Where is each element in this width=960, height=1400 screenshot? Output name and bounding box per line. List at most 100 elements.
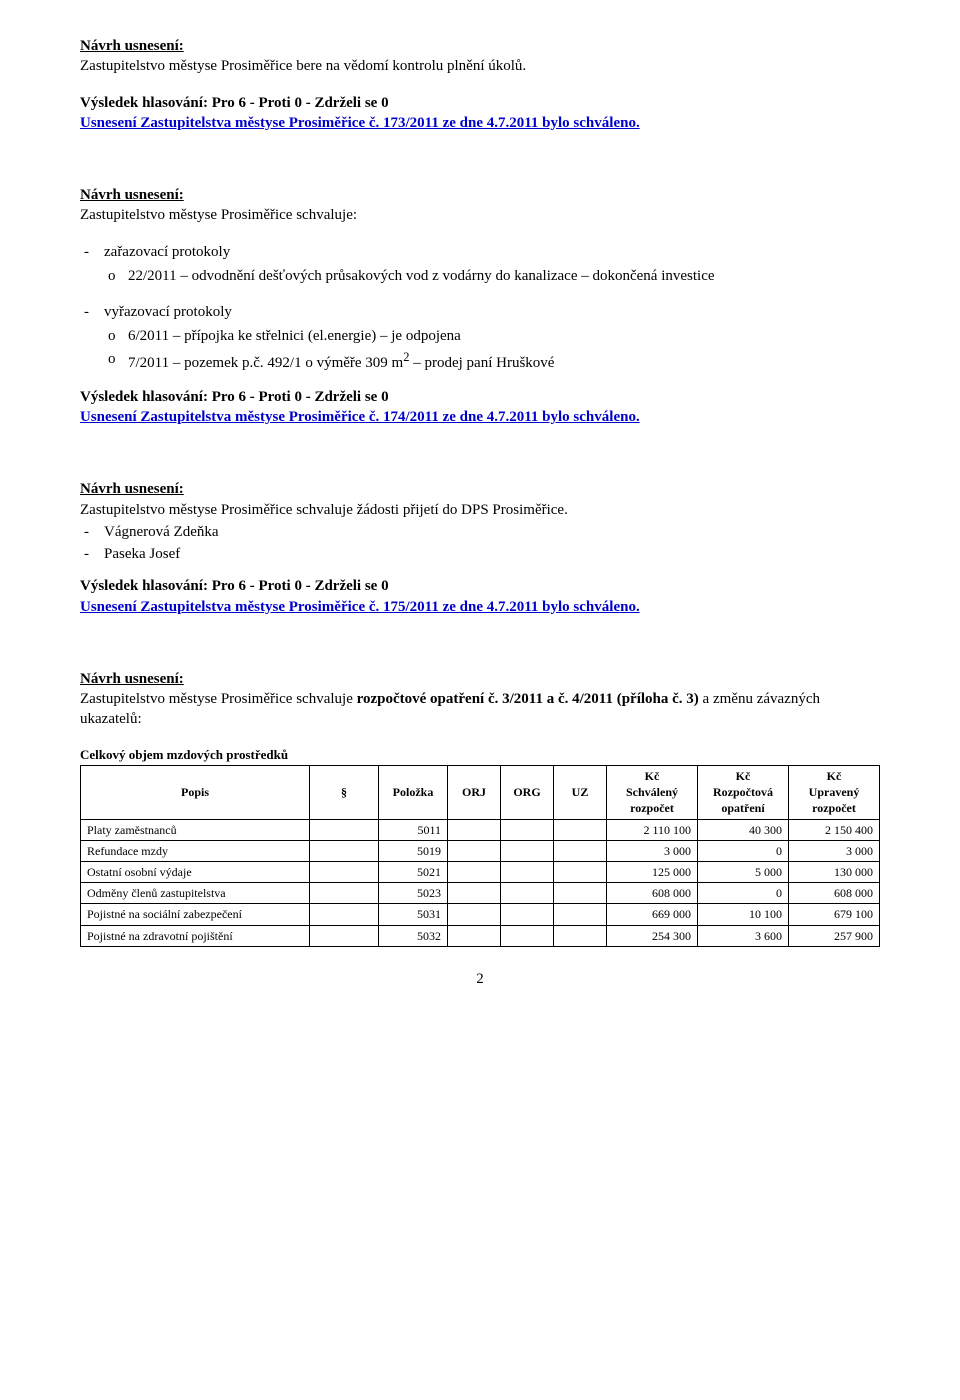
col-kc-upraveny: Kč Upravený rozpočet bbox=[789, 766, 880, 820]
col-uz: UZ bbox=[554, 766, 607, 820]
cell-org bbox=[501, 819, 554, 840]
cell-orj bbox=[448, 861, 501, 882]
cell-orj bbox=[448, 925, 501, 946]
cell-uz bbox=[554, 840, 607, 861]
cell-uz bbox=[554, 819, 607, 840]
cell-opatreni: 0 bbox=[698, 883, 789, 904]
cell-uz bbox=[554, 883, 607, 904]
list-item: Vágnerová Zdeňka bbox=[80, 522, 880, 542]
header-line: Schválený bbox=[626, 785, 678, 799]
cell-org bbox=[501, 861, 554, 882]
cell-opatreni: 5 000 bbox=[698, 861, 789, 882]
list-group: Vágnerová Zdeňka Paseka Josef bbox=[80, 522, 880, 565]
budget-table: Popis § Položka ORJ ORG UZ Kč Schválený … bbox=[80, 765, 880, 947]
table-caption: Celkový objem mzdových prostředků bbox=[80, 746, 880, 764]
table-body: Platy zaměstnanců 5011 2 110 100 40 300 … bbox=[81, 819, 880, 946]
cell-desc: Pojistné na sociální zabezpečení bbox=[81, 904, 310, 925]
cell-schvaleny: 125 000 bbox=[607, 861, 698, 882]
cell-polozka: 5031 bbox=[379, 904, 448, 925]
cell-polozka: 5011 bbox=[379, 819, 448, 840]
list-item: 6/2011 – přípojka ke střelnici (el.energ… bbox=[80, 326, 880, 346]
cell-uz bbox=[554, 861, 607, 882]
cell-orj bbox=[448, 904, 501, 925]
cell-upraveny: 679 100 bbox=[789, 904, 880, 925]
cell-upraveny: 257 900 bbox=[789, 925, 880, 946]
col-paragraf: § bbox=[310, 766, 379, 820]
proposal-text: Zastupitelstvo městyse Prosiměřice bere … bbox=[80, 56, 880, 76]
cell-polozka: 5019 bbox=[379, 840, 448, 861]
header-line: Kč bbox=[827, 769, 842, 783]
resolution-line: Usnesení Zastupitelstva městyse Prosiměř… bbox=[80, 113, 880, 133]
col-kc-schvaleny: Kč Schválený rozpočet bbox=[607, 766, 698, 820]
cell-schvaleny: 2 110 100 bbox=[607, 819, 698, 840]
cell-desc: Pojistné na zdravotní pojištění bbox=[81, 925, 310, 946]
cell-polozka: 5032 bbox=[379, 925, 448, 946]
cell-upraveny: 608 000 bbox=[789, 883, 880, 904]
text-fragment: 7/2011 – pozemek p.č. 492/1 o výměře 309… bbox=[128, 355, 403, 371]
proposal-text: Zastupitelstvo městyse Prosiměřice schva… bbox=[80, 500, 880, 520]
header-line: opatření bbox=[721, 801, 764, 815]
cell-org bbox=[501, 925, 554, 946]
cell-org bbox=[501, 883, 554, 904]
cell-paragraf bbox=[310, 883, 379, 904]
table-row: Ostatní osobní výdaje 5021 125 000 5 000… bbox=[81, 861, 880, 882]
header-line: Upravený bbox=[809, 785, 860, 799]
cell-desc: Ostatní osobní výdaje bbox=[81, 861, 310, 882]
proposal-heading: Návrh usnesení: bbox=[80, 479, 880, 499]
cell-schvaleny: 3 000 bbox=[607, 840, 698, 861]
list-item: zařazovací protokoly bbox=[80, 242, 880, 262]
cell-schvaleny: 254 300 bbox=[607, 925, 698, 946]
proposal-text: Zastupitelstvo městyse Prosiměřice schva… bbox=[80, 689, 880, 730]
cell-opatreni: 10 100 bbox=[698, 904, 789, 925]
cell-org bbox=[501, 840, 554, 861]
resolution-line: Usnesení Zastupitelstva městyse Prosiměř… bbox=[80, 597, 880, 617]
cell-uz bbox=[554, 925, 607, 946]
text-fragment-bold: rozpočtové opatření č. 3/2011 a č. 4/201… bbox=[357, 691, 699, 707]
cell-org bbox=[501, 904, 554, 925]
header-line: rozpočet bbox=[630, 801, 674, 815]
table-row: Pojistné na zdravotní pojištění 5032 254… bbox=[81, 925, 880, 946]
table-row: Platy zaměstnanců 5011 2 110 100 40 300 … bbox=[81, 819, 880, 840]
col-popis: Popis bbox=[81, 766, 310, 820]
proposal-heading: Návrh usnesení: bbox=[80, 36, 880, 56]
col-org: ORG bbox=[501, 766, 554, 820]
vote-result: Výsledek hlasování: Pro 6 - Proti 0 - Zd… bbox=[80, 93, 880, 113]
list-subgroup: 6/2011 – přípojka ke střelnici (el.energ… bbox=[80, 326, 880, 373]
list-item: 22/2011 – odvodnění dešťových průsakovýc… bbox=[80, 266, 880, 286]
proposal-heading: Návrh usnesení: bbox=[80, 669, 880, 689]
table-header-row: Popis § Položka ORJ ORG UZ Kč Schválený … bbox=[81, 766, 880, 820]
header-line: Rozpočtová bbox=[713, 785, 773, 799]
cell-upraveny: 2 150 400 bbox=[789, 819, 880, 840]
text-fragment: – prodej paní Hruškové bbox=[409, 355, 554, 371]
cell-orj bbox=[448, 819, 501, 840]
cell-uz bbox=[554, 904, 607, 925]
cell-opatreni: 40 300 bbox=[698, 819, 789, 840]
list-item: vyřazovací protokoly bbox=[80, 302, 880, 322]
table-row: Pojistné na sociální zabezpečení 5031 66… bbox=[81, 904, 880, 925]
col-orj: ORJ bbox=[448, 766, 501, 820]
header-line: Kč bbox=[736, 769, 751, 783]
cell-orj bbox=[448, 840, 501, 861]
cell-upraveny: 3 000 bbox=[789, 840, 880, 861]
col-kc-opatreni: Kč Rozpočtová opatření bbox=[698, 766, 789, 820]
resolution-line: Usnesení Zastupitelstva městyse Prosiměř… bbox=[80, 407, 880, 427]
table-row: Refundace mzdy 5019 3 000 0 3 000 bbox=[81, 840, 880, 861]
vote-result: Výsledek hlasování: Pro 6 - Proti 0 - Zd… bbox=[80, 576, 880, 596]
list-item: 7/2011 – pozemek p.č. 492/1 o výměře 309… bbox=[80, 349, 880, 373]
header-line: Kč bbox=[645, 769, 660, 783]
cell-desc: Refundace mzdy bbox=[81, 840, 310, 861]
vote-result: Výsledek hlasování: Pro 6 - Proti 0 - Zd… bbox=[80, 387, 880, 407]
cell-polozka: 5021 bbox=[379, 861, 448, 882]
cell-upraveny: 130 000 bbox=[789, 861, 880, 882]
cell-paragraf bbox=[310, 904, 379, 925]
cell-schvaleny: 608 000 bbox=[607, 883, 698, 904]
list-item: Paseka Josef bbox=[80, 544, 880, 564]
cell-desc: Platy zaměstnanců bbox=[81, 819, 310, 840]
page-number: 2 bbox=[80, 969, 880, 989]
cell-opatreni: 0 bbox=[698, 840, 789, 861]
cell-paragraf bbox=[310, 819, 379, 840]
cell-desc: Odměny členů zastupitelstva bbox=[81, 883, 310, 904]
cell-polozka: 5023 bbox=[379, 883, 448, 904]
proposal-text: Zastupitelstvo městyse Prosiměřice schva… bbox=[80, 205, 880, 225]
cell-paragraf bbox=[310, 925, 379, 946]
